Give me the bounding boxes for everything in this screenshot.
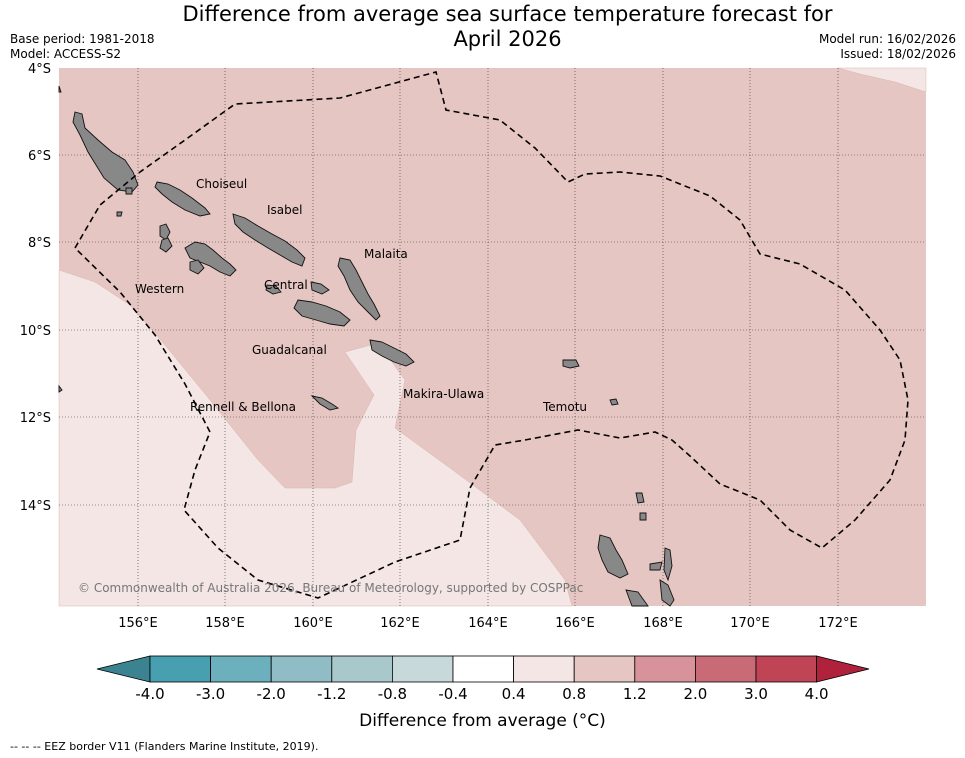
island-vanikoro	[609, 398, 619, 406]
lat-tick-8s: 8°S	[28, 236, 51, 251]
lat-tick-6s: 6°S	[28, 149, 51, 164]
lon-tick-166e: 166°E	[555, 616, 595, 631]
colorbar-tick-m04: -0.4	[438, 685, 467, 703]
anomaly-region-04-08-south	[58, 269, 573, 607]
colorbar	[96, 655, 870, 683]
colorbar-tick-m30: -3.0	[196, 685, 225, 703]
island-banks-2	[639, 512, 647, 521]
title-line-2: April 2026	[453, 27, 562, 51]
colorbar-bin-m04-04	[452, 655, 514, 683]
lon-tick-162e: 162°E	[380, 616, 420, 631]
base-period: Base period: 1981-2018	[10, 32, 155, 46]
label-rennell-bellona: Rennell & Bellona	[190, 400, 296, 414]
island-choiseul	[154, 181, 211, 217]
issued-date: Issued: 18/02/2026	[840, 47, 956, 61]
model-run: Model run: 16/02/2026	[818, 32, 956, 46]
colorbar-tick-m20: -2.0	[257, 685, 286, 703]
lat-tick-14s: 14°S	[20, 499, 51, 514]
island-santa-cruz	[562, 359, 580, 369]
lat-tick-4s: 4°S	[28, 62, 51, 77]
lon-tick-158e: 158°E	[205, 616, 245, 631]
colorbar-bin-m3-m2	[210, 655, 272, 683]
label-temotu: Temotu	[542, 400, 587, 414]
colorbar-tick-40: 4.0	[805, 685, 829, 703]
lon-tick-168e: 168°E	[643, 616, 683, 631]
label-central: Central	[264, 278, 308, 292]
colorbar-tick-20: 2.0	[683, 685, 707, 703]
eez-legend-note: -- -- -- EEZ border V11 (Flanders Marine…	[10, 740, 319, 753]
lat-tick-12s: 12°S	[20, 411, 51, 426]
islands	[58, 85, 675, 607]
label-western: Western	[135, 282, 184, 296]
island-makira	[369, 339, 415, 367]
colorbar-bin-m2-m12	[270, 655, 333, 683]
island-malaita	[337, 257, 381, 321]
colorbar-bin-m12-m08	[331, 655, 393, 683]
chart-title: Difference from average sea surface temp…	[160, 2, 855, 52]
colorbar-tick-30: 3.0	[744, 685, 768, 703]
colorbar-tick-12: 1.2	[623, 685, 647, 703]
colorbar-extend-high	[816, 655, 870, 683]
island-edge-west-2	[58, 384, 63, 393]
colorbar-bin-12-20	[634, 655, 696, 683]
lon-tick-164e: 164°E	[468, 616, 508, 631]
colorbar-bin-m4-m3	[149, 655, 211, 683]
colorbar-bin-08-12	[573, 655, 636, 683]
colorbar-bin-20-30	[695, 655, 757, 683]
colorbar-bin-30-40	[755, 655, 817, 683]
island-isabel	[232, 213, 306, 267]
island-espiritu-santo	[597, 534, 629, 579]
meta-right: Model run: 16/02/2026 Issued: 18/02/2026	[819, 32, 956, 62]
island-florida	[310, 281, 330, 295]
colorbar-tick-m08: -0.8	[378, 685, 407, 703]
island-bougainville	[72, 111, 139, 193]
model-name: Model: ACCESS-S2	[10, 47, 122, 61]
lon-tick-156e: 156°E	[118, 616, 158, 631]
graticule	[59, 68, 926, 606]
anomaly-region-04-08-northeast	[837, 67, 927, 93]
island-kolombangara	[159, 237, 173, 253]
lat-tick-10s: 10°S	[20, 324, 51, 339]
island-malakula	[625, 589, 649, 607]
island-rendova	[189, 259, 205, 275]
colorbar-tick-m40: -4.0	[135, 685, 164, 703]
island-vella	[159, 223, 171, 241]
colorbar-extend-low	[96, 655, 151, 683]
meta-left: Base period: 1981-2018 Model: ACCESS-S2	[10, 32, 155, 62]
label-choiseul: Choiseul	[196, 177, 247, 191]
island-russell	[265, 284, 282, 295]
island-edge-west-1	[58, 85, 62, 93]
label-guadalcanal: Guadalcanal	[252, 343, 327, 357]
colorbar-bin-04-08	[513, 655, 575, 683]
island-maewo	[663, 547, 673, 582]
island-ambae	[649, 561, 663, 571]
lon-tick-170e: 170°E	[730, 616, 770, 631]
label-makira-ulawa: Makira-Ulawa	[403, 387, 484, 401]
island-banks-1	[635, 492, 645, 504]
eez-border	[73, 71, 909, 599]
colorbar-label: Difference from average (°C)	[359, 711, 606, 731]
colorbar-tick-m12: -1.2	[317, 685, 346, 703]
island-rennell	[310, 395, 340, 411]
colorbar-bin-m08-m04	[391, 655, 454, 683]
copyright-text: © Commonwealth of Australia 2026, Bureau…	[78, 581, 583, 595]
colorbar-tick-08: 0.8	[562, 685, 586, 703]
label-malaita: Malaita	[364, 247, 408, 261]
lon-tick-160e: 160°E	[293, 616, 333, 631]
title-line-1: Difference from average sea surface temp…	[182, 2, 833, 26]
island-treasury	[116, 211, 123, 217]
island-pentecost	[659, 579, 675, 607]
island-guadalcanal	[293, 299, 351, 327]
colorbar-tick-04: 0.4	[502, 685, 526, 703]
island-shortland	[125, 187, 133, 195]
label-isabel: Isabel	[267, 203, 302, 217]
lon-tick-172e: 172°E	[818, 616, 858, 631]
